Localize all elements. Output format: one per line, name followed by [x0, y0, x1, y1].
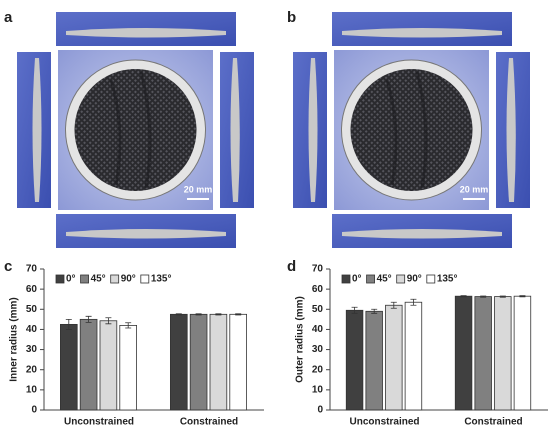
error-bar — [390, 301, 397, 309]
bar — [119, 324, 138, 411]
photo-panel-a: 20 mm — [15, 10, 256, 250]
y-tick-label: 10 — [312, 384, 324, 395]
scale-bar-label: 20 mm — [460, 184, 489, 194]
legend-swatch — [110, 274, 120, 284]
bar — [189, 313, 208, 411]
y-tick-label: 20 — [26, 364, 38, 375]
y-axis-label: Outer radius (mm) — [295, 296, 306, 383]
legend-label: 0° — [352, 274, 362, 285]
legend-swatch — [80, 274, 89, 284]
legend-label: 45° — [91, 274, 106, 285]
legend-label: 45° — [377, 274, 392, 285]
bar — [345, 309, 364, 411]
y-tick-label: 30 — [26, 344, 38, 355]
y-tick-label: 20 — [312, 364, 324, 375]
bar — [494, 296, 512, 411]
error-bar — [125, 322, 132, 329]
x-tick-label: Constrained — [180, 417, 238, 428]
x-tick-label: Constrained — [464, 417, 522, 428]
y-tick-label: 60 — [312, 284, 324, 295]
bar — [79, 318, 98, 411]
photo-panel-b: 20 mm — [291, 10, 532, 250]
bar — [513, 295, 532, 411]
y-tick-label: 30 — [312, 344, 324, 355]
y-tick-label: 40 — [312, 324, 324, 335]
error-bar — [175, 313, 182, 316]
legend-swatch — [426, 274, 436, 284]
bar — [229, 313, 248, 411]
legend-label: 90° — [407, 274, 422, 285]
y-tick-label: 0 — [31, 405, 37, 416]
y-tick-label: 60 — [26, 284, 38, 295]
legend-label: 135° — [437, 274, 458, 285]
bar — [454, 295, 473, 411]
panel-label: b — [287, 9, 296, 26]
scale-bar-label: 20 mm — [184, 184, 213, 194]
panel-label: c — [4, 258, 12, 275]
bar — [474, 296, 492, 411]
y-axis-label: Inner radius (mm) — [9, 297, 20, 381]
error-bar — [215, 313, 222, 316]
x-tick-label: Unconstrained — [64, 417, 134, 428]
error-bar — [371, 308, 378, 314]
error-bar — [105, 317, 112, 325]
error-bar — [460, 295, 467, 298]
error-bar — [235, 313, 242, 316]
y-tick-label: 40 — [26, 324, 38, 335]
bar-chart: c Inner radius (mm) 0 10 20 30 40 50 60 70 Unconst… — [4, 258, 264, 428]
error-bar — [410, 298, 417, 306]
legend-swatch — [140, 274, 150, 284]
x-tick-label: Unconstrained — [349, 417, 419, 428]
panel-label: a — [4, 9, 13, 26]
y-tick-label: 50 — [26, 304, 38, 315]
legend-label: 135° — [151, 274, 172, 285]
legend-swatch — [396, 274, 406, 284]
error-bar — [65, 318, 72, 330]
error-bar — [519, 295, 526, 298]
legend-label: 0° — [66, 274, 76, 285]
error-bar — [351, 306, 358, 314]
error-bar — [499, 295, 506, 298]
panel-label: d — [287, 258, 296, 275]
legend-swatch — [341, 274, 351, 284]
bar — [99, 320, 118, 411]
error-bar — [480, 295, 487, 298]
y-tick-label: 50 — [312, 304, 324, 315]
bar — [404, 301, 423, 411]
y-tick-label: 10 — [26, 384, 38, 395]
bar-chart: d Outer radius (mm) 0 10 20 30 40 50 60 70 Unconst… — [287, 258, 548, 428]
error-bar — [85, 315, 92, 323]
bar — [209, 313, 228, 411]
bar — [169, 313, 188, 411]
bar — [365, 310, 383, 411]
error-bar — [195, 313, 202, 316]
bar — [385, 304, 403, 411]
legend-label: 90° — [121, 274, 136, 285]
bar — [60, 323, 78, 411]
legend-swatch — [55, 274, 65, 284]
y-tick-label: 70 — [26, 264, 38, 275]
y-tick-label: 0 — [317, 405, 323, 416]
legend-swatch — [366, 274, 375, 284]
y-tick-label: 70 — [312, 264, 324, 275]
